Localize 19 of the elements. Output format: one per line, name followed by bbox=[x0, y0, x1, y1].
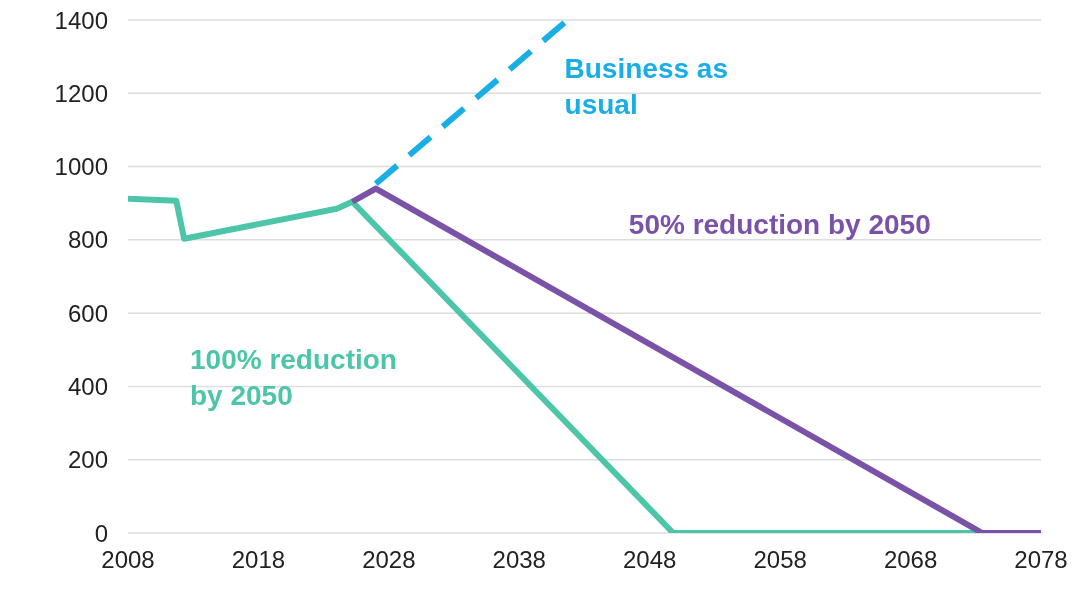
y-tick-label: 400 bbox=[67, 372, 108, 400]
y-tick-label: 600 bbox=[67, 299, 108, 327]
series-label: Business as usual bbox=[564, 53, 728, 120]
text: 100% reduction by 2050 bbox=[190, 343, 397, 411]
x-tick-label: 2028 bbox=[362, 546, 416, 574]
x-tick-label: 2058 bbox=[753, 546, 807, 574]
y-tick-label: 1400 bbox=[54, 6, 108, 34]
text: 50% reduction by 2050 bbox=[628, 208, 931, 240]
y-tick-label: 1200 bbox=[54, 79, 108, 107]
y-tick-label: 200 bbox=[67, 446, 108, 474]
y-tick-label: 800 bbox=[67, 226, 108, 254]
y-tick-label: 0 bbox=[94, 519, 108, 547]
x-tick-label: 2038 bbox=[492, 546, 546, 574]
x-tick-label: 2018 bbox=[231, 546, 286, 574]
x-tick-label: 2078 bbox=[1014, 546, 1068, 574]
y-tick-label: 1000 bbox=[54, 153, 108, 181]
x-tick-label: 2068 bbox=[883, 546, 938, 574]
x-tick-label: 2008 bbox=[101, 546, 155, 574]
x-tick-label: 2048 bbox=[623, 546, 677, 574]
